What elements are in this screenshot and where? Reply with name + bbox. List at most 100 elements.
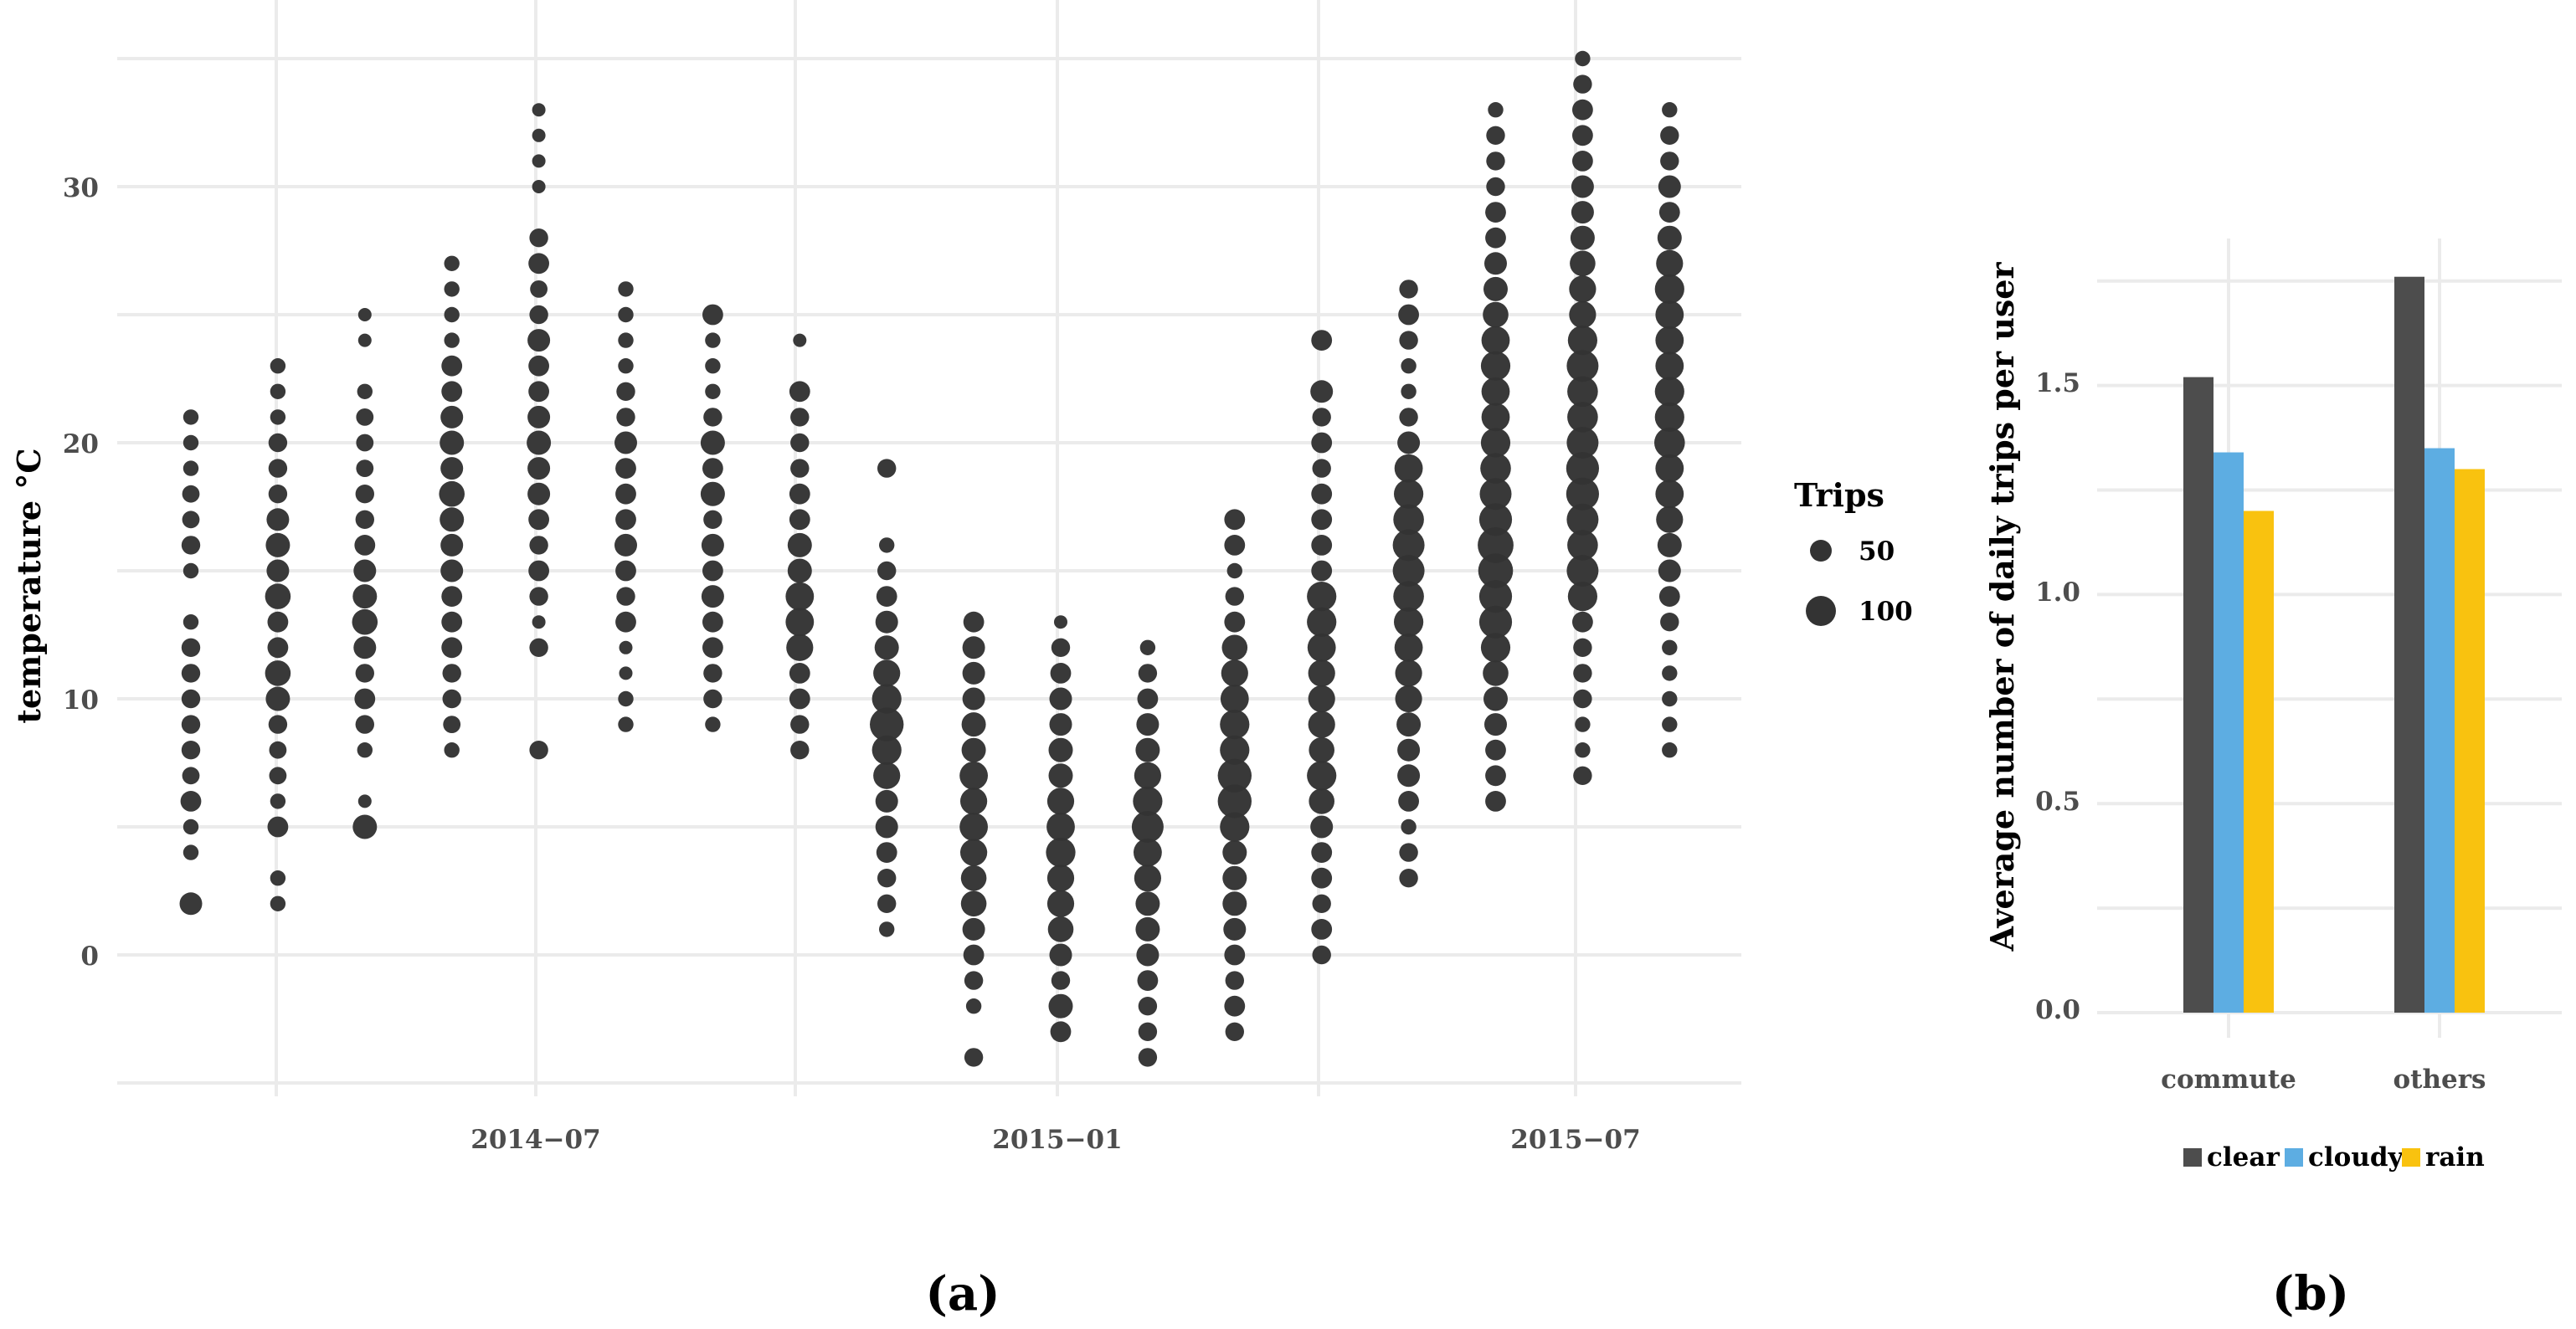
trip-point xyxy=(1221,634,1248,661)
trip-point xyxy=(1478,605,1513,639)
trip-point xyxy=(790,433,810,453)
trip-point xyxy=(1566,503,1599,536)
trip-point xyxy=(183,434,199,451)
trip-point xyxy=(1478,553,1514,588)
trip-point xyxy=(705,358,721,374)
trip-point xyxy=(1311,432,1333,454)
trip-point xyxy=(962,636,985,659)
trip-point xyxy=(1226,562,1243,579)
trip-point xyxy=(532,154,546,168)
trip-point xyxy=(1478,503,1513,536)
trip-point xyxy=(1220,735,1250,765)
trip-point xyxy=(1393,581,1424,612)
trip-point xyxy=(1311,330,1333,351)
y-tick-label: 0.5 xyxy=(2035,787,2080,817)
trip-point xyxy=(444,281,460,297)
trip-point xyxy=(1138,997,1158,1016)
trip-point xyxy=(1224,944,1246,966)
trip-point xyxy=(1655,351,1684,381)
trip-point xyxy=(616,587,635,606)
trip-point xyxy=(1308,711,1335,738)
trip-point xyxy=(614,431,637,454)
trip-point xyxy=(1662,742,1678,758)
trip-point xyxy=(440,559,464,582)
legend-label-rain: rain xyxy=(2425,1142,2485,1172)
trip-point xyxy=(440,405,464,428)
y-tick-label: 30 xyxy=(63,173,99,203)
trip-point xyxy=(1483,660,1509,686)
trip-point xyxy=(702,611,723,633)
trip-point xyxy=(357,308,372,321)
legend-label-clear: clear xyxy=(2207,1142,2280,1172)
trip-point xyxy=(353,636,377,659)
trip-point xyxy=(1396,712,1422,737)
trip-point xyxy=(532,180,546,193)
trip-point xyxy=(790,408,810,427)
weather-legend: clear cloudy rain xyxy=(2183,1142,2485,1172)
trip-point xyxy=(1311,560,1333,582)
trip-point xyxy=(1566,555,1599,587)
trip-point xyxy=(1480,428,1511,458)
trip-point xyxy=(1137,970,1159,991)
x-tick-label: 2015−01 xyxy=(992,1125,1122,1155)
trip-point xyxy=(269,741,287,759)
trip-point xyxy=(1311,535,1333,556)
trip-point xyxy=(614,533,637,557)
trip-point xyxy=(1570,225,1595,250)
trip-point xyxy=(355,664,374,683)
trip-point xyxy=(1051,638,1071,657)
trip-point xyxy=(789,483,810,505)
y-tick-label: 1.5 xyxy=(2035,368,2080,398)
trip-point xyxy=(181,689,201,709)
trip-point xyxy=(1312,459,1331,478)
trip-point xyxy=(703,689,722,709)
trip-point xyxy=(352,584,378,609)
trip-point xyxy=(1395,685,1422,713)
trip-point xyxy=(1049,687,1072,711)
trip-point xyxy=(266,559,290,582)
trip-point xyxy=(355,485,374,504)
trip-point xyxy=(1049,943,1072,967)
trip-point xyxy=(785,582,815,611)
trip-point xyxy=(615,560,636,582)
trip-point xyxy=(1573,689,1592,709)
bar-y-axis-title: Average number of daily trips per user xyxy=(1983,262,2021,952)
trip-point xyxy=(357,333,372,347)
trip-point xyxy=(1134,865,1161,892)
trip-point xyxy=(703,510,722,529)
trip-point xyxy=(1221,659,1248,687)
trip-point xyxy=(1401,383,1417,399)
trip-point xyxy=(1575,716,1591,732)
trip-point xyxy=(181,664,201,683)
trip-point xyxy=(1401,818,1417,835)
trip-point xyxy=(1134,838,1162,867)
bar-y-tick-labels: 0.0 0.5 1.0 1.5 xyxy=(2035,368,2080,1025)
y-tick-label: 10 xyxy=(63,685,99,716)
bar-panel: 0.0 0.5 1.0 1.5 commute others Average n… xyxy=(1983,239,2562,1321)
trip-point xyxy=(1571,201,1594,224)
trip-point xyxy=(1658,559,1681,582)
trip-point xyxy=(1136,943,1159,967)
trip-point xyxy=(353,559,377,582)
trip-point xyxy=(616,382,635,401)
trip-point xyxy=(444,306,460,323)
trip-point xyxy=(357,383,373,399)
trip-point xyxy=(1569,300,1597,329)
scatter-points xyxy=(179,50,1685,1067)
trip-point xyxy=(1567,402,1598,433)
trip-point xyxy=(879,921,895,937)
trip-point xyxy=(1136,713,1159,736)
trip-point xyxy=(1480,351,1511,381)
bar-gridlines xyxy=(2097,239,2562,1038)
trip-point xyxy=(1486,126,1505,145)
trip-point xyxy=(705,716,721,732)
trip-point xyxy=(528,381,549,403)
y-tick-label: 0 xyxy=(80,942,99,972)
trip-point xyxy=(1397,764,1421,788)
trip-point xyxy=(872,735,902,765)
trip-point xyxy=(1567,582,1597,612)
trip-point xyxy=(444,742,460,758)
panel-label-a: (a) xyxy=(925,1266,1000,1321)
trip-point xyxy=(527,482,551,505)
trip-point xyxy=(1220,685,1249,713)
